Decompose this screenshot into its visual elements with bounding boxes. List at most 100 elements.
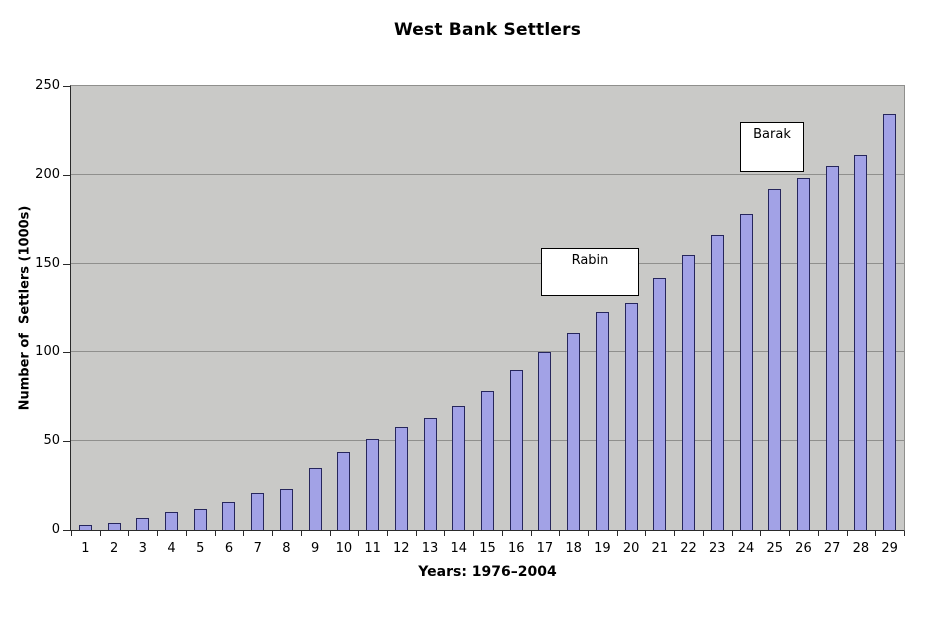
y-tick-label-50: 50 xyxy=(43,433,60,449)
x-tick-mark-17 xyxy=(559,531,561,536)
x-tick-mark-9 xyxy=(329,531,331,536)
x-tick-mark-29 xyxy=(904,531,905,536)
x-tick-mark-18 xyxy=(588,531,590,536)
y-tick-mark-150 xyxy=(63,263,70,265)
x-tick-label-25: 25 xyxy=(766,541,783,556)
bar-year-2 xyxy=(107,523,121,530)
x-tick-mark-16 xyxy=(530,531,532,536)
x-tick-label-16: 16 xyxy=(507,541,525,556)
x-tick-label-12: 12 xyxy=(393,541,410,556)
x-tick-mark-21 xyxy=(674,531,676,536)
x-tick-label-26: 26 xyxy=(795,541,812,556)
bar-year-8 xyxy=(279,489,293,530)
x-tick-label-8: 8 xyxy=(282,541,291,556)
x-tick-label-11: 11 xyxy=(364,541,381,556)
x-tick-mark-22 xyxy=(702,531,704,536)
x-tick-mark-8 xyxy=(300,531,302,536)
x-tick-mark-19 xyxy=(616,531,618,536)
x-tick-label-20: 20 xyxy=(622,541,640,556)
x-tick-mark-20 xyxy=(645,531,647,536)
y-tick-label-200: 200 xyxy=(35,166,60,182)
bar-year-22 xyxy=(682,255,696,530)
bar-year-3 xyxy=(136,518,150,530)
x-tick-label-17: 17 xyxy=(536,541,554,556)
annotation-barak: Barak xyxy=(740,122,804,172)
bar-year-27 xyxy=(825,166,839,530)
bar-year-5 xyxy=(193,509,207,530)
bar-year-9 xyxy=(308,468,322,530)
x-tick-mark-0 xyxy=(71,531,72,536)
y-tick-label-150: 150 xyxy=(35,255,60,271)
x-tick-label-9: 9 xyxy=(311,541,320,556)
x-tick-mark-13 xyxy=(444,531,446,536)
bar-year-14 xyxy=(452,406,466,530)
x-tick-mark-28 xyxy=(875,531,877,536)
annotation-rabin: Rabin xyxy=(541,248,639,296)
x-tick-mark-26 xyxy=(817,531,819,536)
x-tick-label-19: 19 xyxy=(594,541,611,556)
x-tick-mark-4 xyxy=(185,531,187,536)
bar-year-15 xyxy=(481,391,494,530)
x-tick-mark-10 xyxy=(358,531,360,536)
x-tick-label-4: 4 xyxy=(167,541,176,556)
x-tick-label-28: 28 xyxy=(852,541,870,556)
x-axis-title: Years: 1976–2004 xyxy=(418,564,557,580)
bar-year-20 xyxy=(624,303,638,530)
x-tick-mark-23 xyxy=(731,531,733,536)
gridline-200 xyxy=(71,173,904,175)
x-tick-label-6: 6 xyxy=(224,541,234,556)
x-tick-label-22: 22 xyxy=(680,541,697,556)
x-tick-label-18: 18 xyxy=(565,541,582,556)
x-tick-mark-3 xyxy=(157,531,159,536)
y-tick-mark-250 xyxy=(63,86,70,87)
x-tick-mark-11 xyxy=(386,531,388,536)
x-tick-label-3: 3 xyxy=(138,541,147,556)
y-tick-label-100: 100 xyxy=(35,344,60,360)
x-tick-label-15: 15 xyxy=(479,541,496,556)
x-tick-label-24: 24 xyxy=(737,541,755,556)
gridline-100 xyxy=(71,351,904,353)
bar-year-19 xyxy=(595,312,609,530)
bar-year-25 xyxy=(768,189,782,530)
bar-year-4 xyxy=(165,512,179,530)
bar-year-28 xyxy=(854,155,868,530)
x-tick-mark-5 xyxy=(214,531,216,536)
y-axis-title: Number of Settlers (1000s) xyxy=(17,205,33,411)
y-tick-mark-0 xyxy=(63,530,70,531)
bar-year-7 xyxy=(251,493,265,530)
bar-year-13 xyxy=(423,418,437,530)
bar-year-12 xyxy=(394,427,408,530)
x-tick-label-1: 1 xyxy=(81,541,90,556)
bar-year-26 xyxy=(796,178,810,530)
bar-year-1 xyxy=(78,525,92,530)
bar-year-6 xyxy=(222,502,236,530)
gridline-150 xyxy=(71,262,904,264)
x-tick-mark-2 xyxy=(128,531,130,536)
x-tick-label-29: 29 xyxy=(881,541,898,556)
bar-year-17 xyxy=(538,352,552,530)
bar-year-18 xyxy=(567,333,581,530)
x-tick-mark-24 xyxy=(760,531,762,536)
x-tick-label-21: 21 xyxy=(651,541,669,556)
x-tick-label-7: 7 xyxy=(253,541,262,556)
x-tick-label-27: 27 xyxy=(823,541,841,556)
bar-year-16 xyxy=(509,370,523,530)
gridline-250 xyxy=(71,85,904,86)
bar-year-23 xyxy=(710,235,724,530)
bar-year-24 xyxy=(739,214,753,530)
bar-year-11 xyxy=(366,439,380,530)
x-tick-mark-14 xyxy=(473,531,475,536)
bar-year-21 xyxy=(653,278,667,530)
y-tick-label-250: 250 xyxy=(35,78,60,93)
bar-year-29 xyxy=(883,114,897,530)
x-tick-mark-6 xyxy=(243,531,245,536)
x-tick-label-10: 10 xyxy=(335,541,353,556)
x-tick-label-2: 2 xyxy=(109,541,119,556)
x-tick-mark-27 xyxy=(846,531,848,536)
y-tick-label-0: 0 xyxy=(51,522,60,537)
x-tick-mark-15 xyxy=(501,531,503,536)
x-tick-label-5: 5 xyxy=(196,541,205,556)
chart-title: West Bank Settlers xyxy=(393,20,582,40)
x-tick-mark-1 xyxy=(99,531,101,536)
